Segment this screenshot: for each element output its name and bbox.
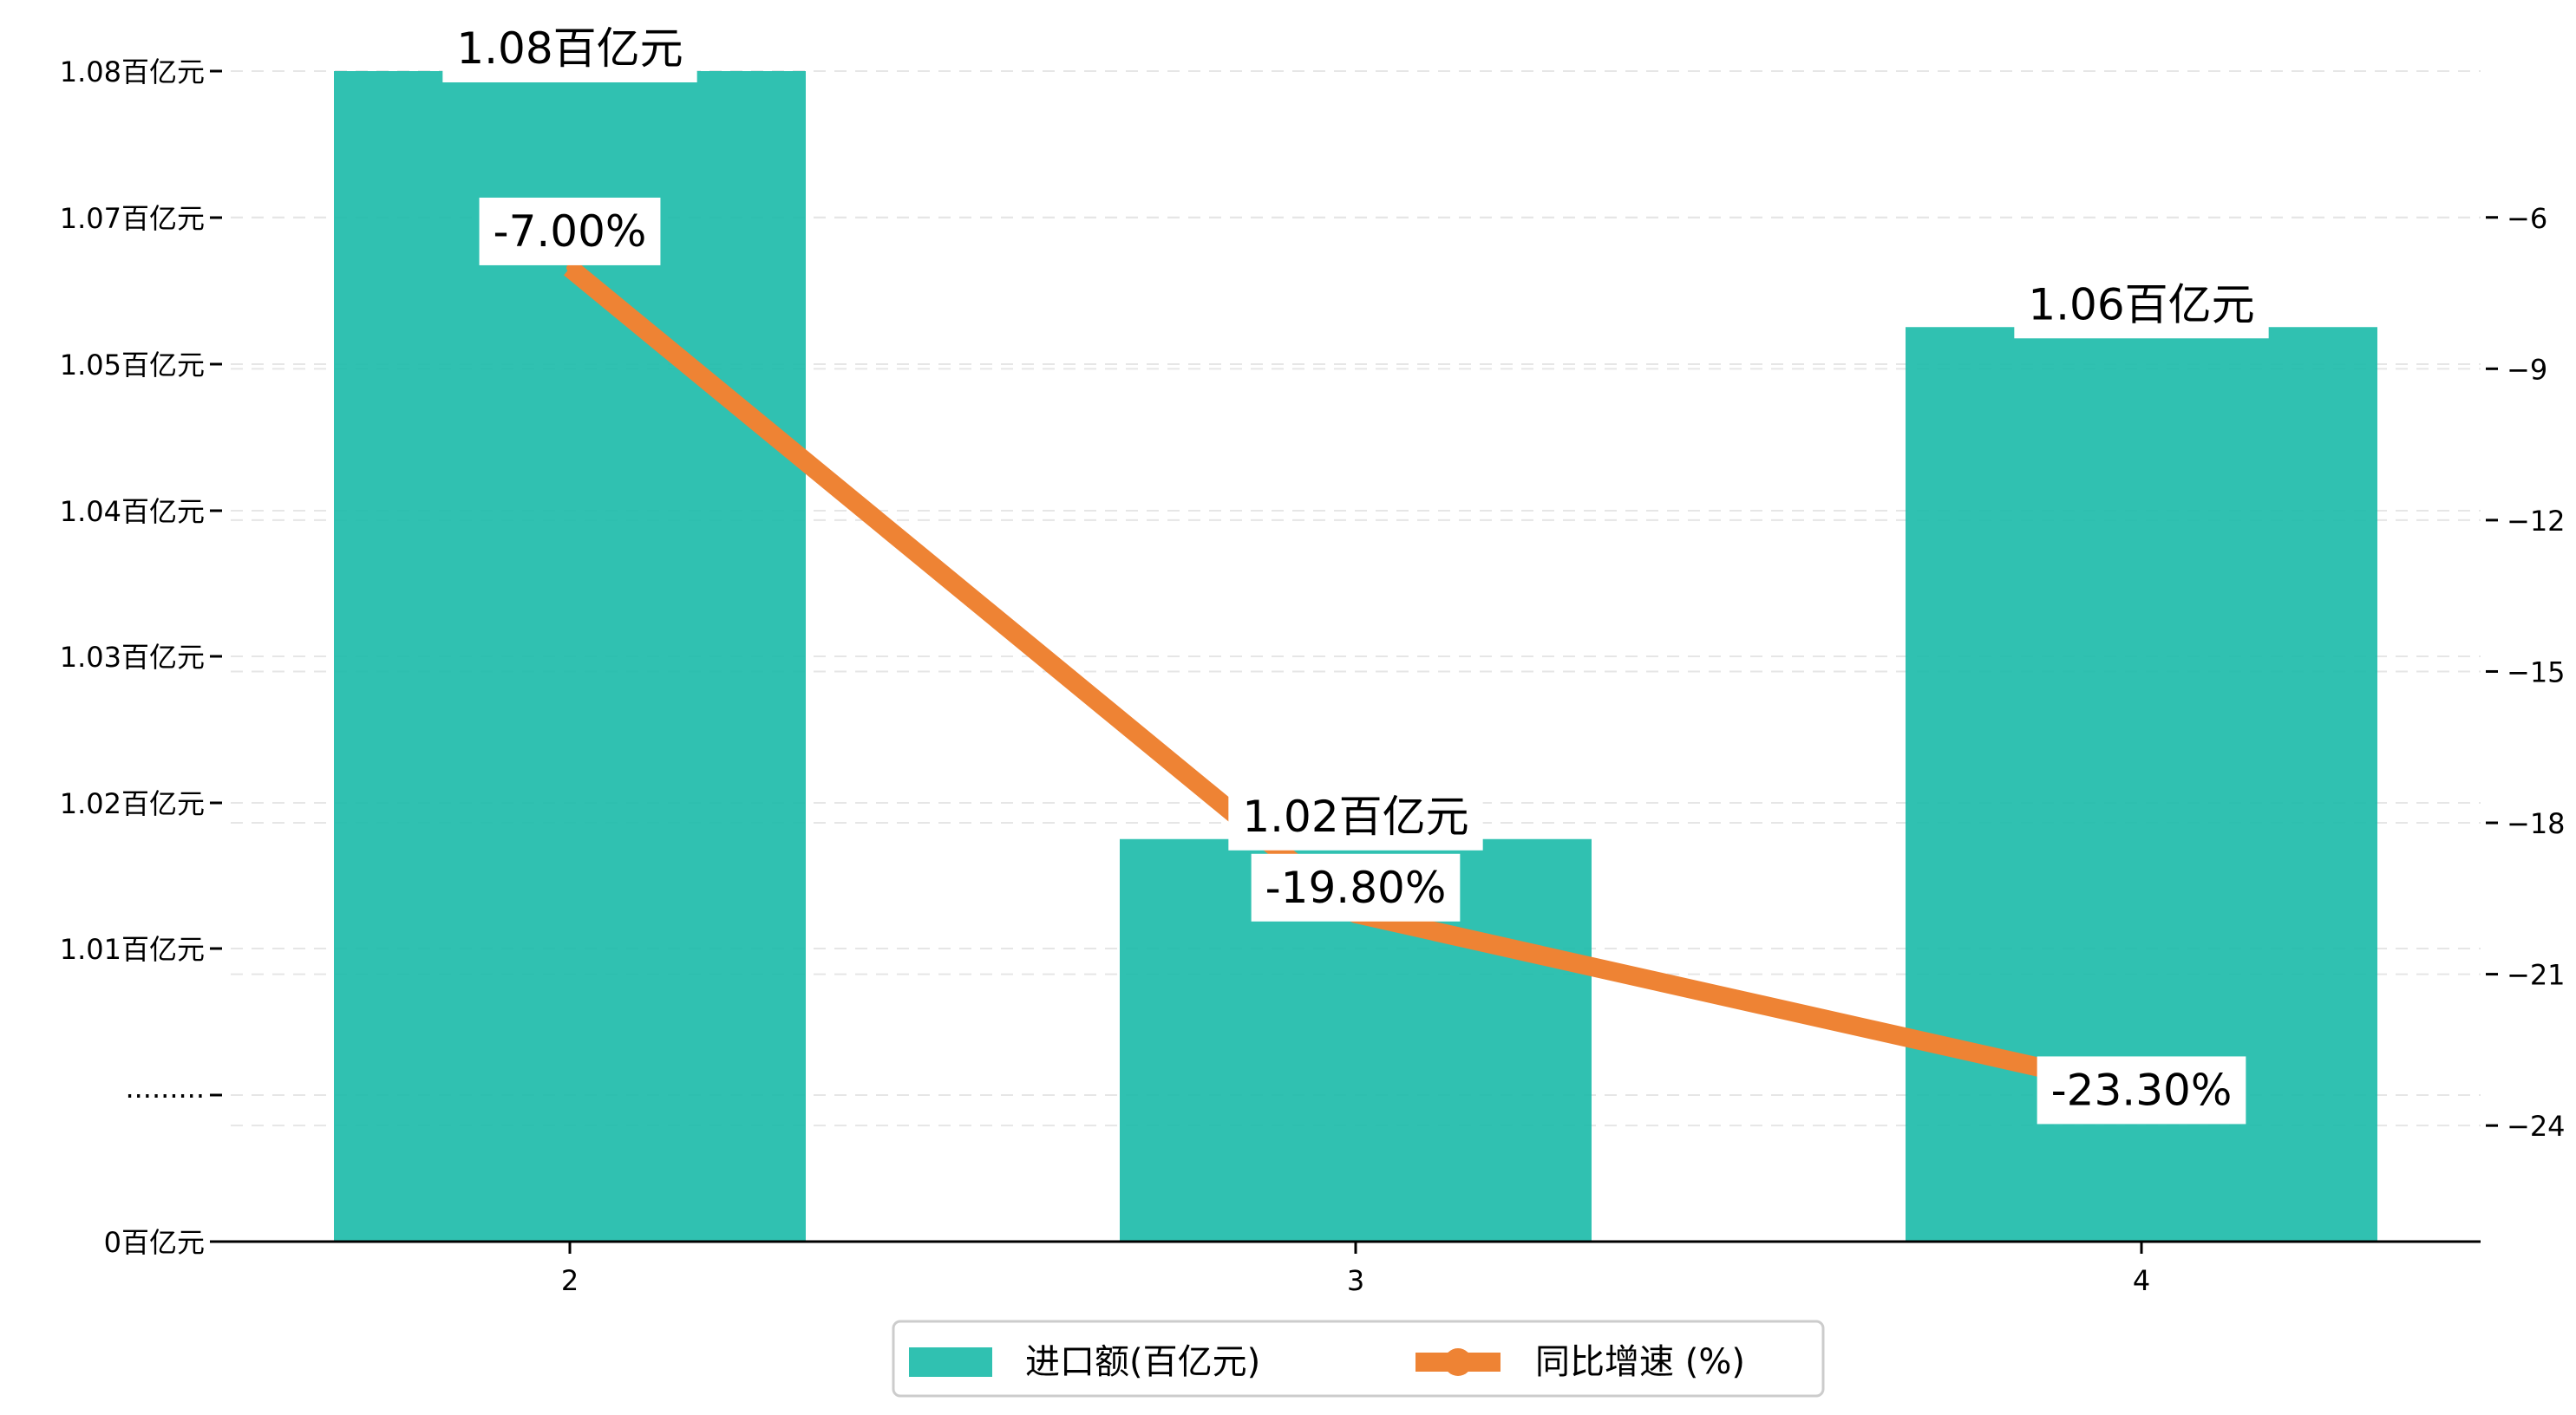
growth-value-label-3: -19.80% (1265, 863, 1447, 913)
legend-line-marker (1444, 1348, 1472, 1376)
y-right-tick-label: −21 (2507, 959, 2566, 992)
label-layer: 1.08百亿元 1.02百亿元 1.06百亿元 -7.00% -19.80% -23.30… (442, 15, 2269, 1125)
bar-value-label-3: 1.02百亿元 (1242, 792, 1468, 842)
x-tick-label: 4 (2133, 1264, 2150, 1297)
y-left-tick-label: 1.01百亿元 (60, 933, 205, 966)
y-left-tick-label: 1.04百亿元 (60, 495, 205, 528)
bar-value-label-4-group: 1.06百亿元 (2014, 271, 2269, 339)
bar-value-label-3-group: 1.02百亿元 (1228, 782, 1483, 851)
y-left-tick-label: 0百亿元 (104, 1226, 205, 1259)
bar-value-label-4-box (2014, 271, 2269, 339)
growth-point-2 (566, 264, 573, 271)
y-right-tick-label: −6 (2507, 202, 2547, 235)
growth-value-label-4-box (2037, 1056, 2246, 1125)
y-right-tick-label: −12 (2507, 505, 2566, 538)
growth-value-label-4: -23.30% (2051, 1065, 2233, 1115)
y-left-tick-label: 1.02百亿元 (60, 787, 205, 820)
growth-value-label-2-group: -7.00% (479, 197, 661, 265)
legend-label-bar: 进口额(百亿元) (1025, 1342, 1260, 1382)
growth-value-label-3-group: -19.80% (1251, 853, 1461, 922)
legend-box (892, 1320, 1825, 1398)
growth-value-label-3-box (1251, 853, 1461, 922)
legend-label-line: 同比增速 (%) (1535, 1342, 1745, 1382)
y-left-tick-label: 1.05百亿元 (60, 349, 205, 381)
legend-bar-swatch (909, 1347, 992, 1377)
bar-value-label-3-box (1228, 782, 1483, 851)
axis-layer: 0百亿元 ········· 1.01百亿元 1.02百亿元 1.03百亿元 1.04百亿… (60, 55, 2566, 1297)
growth-value-label-2-box (479, 197, 661, 265)
bar-value-label-2-box (442, 15, 697, 82)
y-left-tick-label: 1.03百亿元 (60, 641, 205, 674)
growth-value-label-2: -7.00% (494, 206, 647, 257)
legend: 进口额(百亿元) 同比增速 (%) (892, 1320, 1825, 1398)
bar-value-label-2: 1.08百亿元 (456, 23, 683, 74)
bar-value-label-2-group: 1.08百亿元 (442, 15, 697, 82)
y-right-tick-label: −9 (2507, 353, 2547, 386)
y-left-tick-label: 1.07百亿元 (60, 202, 205, 235)
x-tick-label: 3 (1347, 1264, 1364, 1297)
y-right-tick-label: −24 (2507, 1110, 2566, 1143)
bar-value-label-4: 1.06百亿元 (2028, 279, 2254, 329)
y-right-tick-label: −18 (2507, 807, 2566, 840)
x-tick-label: 2 (561, 1264, 579, 1297)
growth-value-label-4-group: -23.30% (2037, 1056, 2246, 1125)
y-left-tick-label: ········· (125, 1079, 205, 1112)
y-right-tick-label: −15 (2507, 655, 2566, 688)
y-left-tick-label: 1.08百亿元 (60, 55, 205, 88)
